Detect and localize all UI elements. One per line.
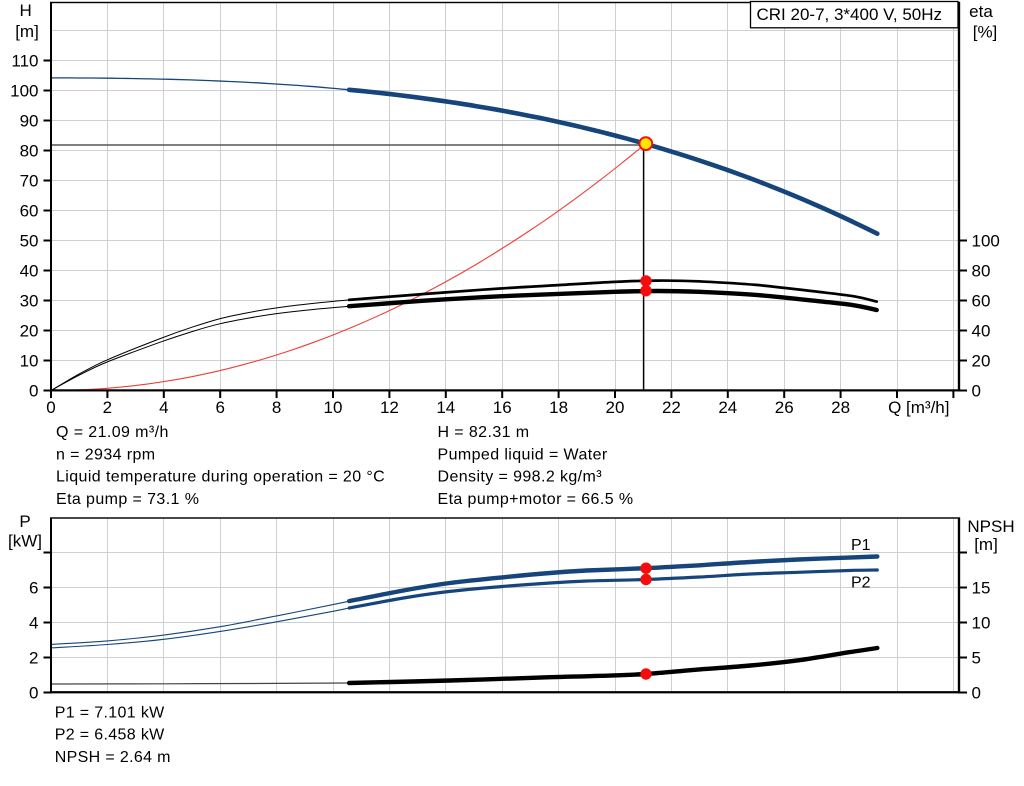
svg-text:24: 24 <box>718 398 737 417</box>
svg-text:6: 6 <box>29 579 38 598</box>
svg-text:Q = 21.09 m³/h: Q = 21.09 m³/h <box>56 424 169 441</box>
svg-text:0: 0 <box>29 382 38 401</box>
svg-text:80: 80 <box>972 262 991 281</box>
svg-text:NPSH = 2.64 m: NPSH = 2.64 m <box>55 749 171 766</box>
svg-text:40: 40 <box>972 322 991 341</box>
svg-text:0: 0 <box>972 382 981 401</box>
svg-text:10: 10 <box>20 352 39 371</box>
svg-text:18: 18 <box>549 398 568 417</box>
svg-text:Q [m³/h]: Q [m³/h] <box>888 398 949 417</box>
svg-text:70: 70 <box>20 172 39 191</box>
svg-text:Eta pump+motor = 66.5 %: Eta pump+motor = 66.5 % <box>438 491 634 508</box>
svg-text:H = 82.31 m: H = 82.31 m <box>438 424 530 441</box>
svg-text:20: 20 <box>20 322 39 341</box>
svg-text:20: 20 <box>972 352 991 371</box>
svg-text:30: 30 <box>20 292 39 311</box>
svg-text:15: 15 <box>972 579 991 598</box>
svg-text:[m]: [m] <box>974 535 998 554</box>
svg-text:0: 0 <box>972 684 981 703</box>
svg-text:110: 110 <box>11 52 38 71</box>
svg-text:P2 = 6.458 kW: P2 = 6.458 kW <box>55 727 165 744</box>
svg-text:20: 20 <box>606 398 625 417</box>
svg-text:40: 40 <box>20 262 39 281</box>
svg-text:P1 = 7.101 kW: P1 = 7.101 kW <box>55 705 165 722</box>
svg-text:4: 4 <box>159 398 168 417</box>
svg-text:n = 2934 rpm: n = 2934 rpm <box>56 446 156 463</box>
svg-text:10: 10 <box>324 398 343 417</box>
svg-text:50: 50 <box>20 232 39 251</box>
svg-text:0: 0 <box>29 684 38 703</box>
svg-text:Pumped liquid = Water: Pumped liquid = Water <box>438 446 608 463</box>
svg-text:100: 100 <box>972 232 1000 251</box>
svg-text:[%]: [%] <box>973 23 998 42</box>
svg-text:2: 2 <box>29 649 38 668</box>
svg-text:14: 14 <box>436 398 455 417</box>
svg-text:[m]: [m] <box>15 22 39 41</box>
svg-text:4: 4 <box>29 614 38 633</box>
svg-text:2: 2 <box>103 398 112 417</box>
svg-text:CRI 20-7, 3*400 V, 50Hz: CRI 20-7, 3*400 V, 50Hz <box>757 5 943 24</box>
svg-text:Density = 998.2 kg/m³: Density = 998.2 kg/m³ <box>438 469 603 486</box>
svg-text:Liquid temperature during oper: Liquid temperature during operation = 20… <box>56 469 385 486</box>
svg-text:60: 60 <box>972 292 991 311</box>
svg-text:22: 22 <box>662 398 681 417</box>
svg-text:60: 60 <box>20 202 39 221</box>
svg-text:H: H <box>19 1 31 20</box>
svg-text:28: 28 <box>831 398 850 417</box>
svg-text:NPSH: NPSH <box>967 517 1014 536</box>
svg-text:10: 10 <box>972 614 991 633</box>
svg-text:100: 100 <box>10 82 38 101</box>
svg-text:P2: P2 <box>851 575 871 592</box>
svg-text:90: 90 <box>20 112 39 131</box>
svg-text:80: 80 <box>20 142 39 161</box>
svg-text:6: 6 <box>215 398 224 417</box>
svg-text:16: 16 <box>493 398 512 417</box>
svg-text:26: 26 <box>775 398 794 417</box>
svg-text:8: 8 <box>272 398 281 417</box>
svg-text:12: 12 <box>380 398 399 417</box>
svg-text:[kW]: [kW] <box>8 532 42 551</box>
svg-text:P: P <box>19 512 30 531</box>
svg-text:P1: P1 <box>851 537 871 554</box>
svg-text:0: 0 <box>46 398 55 417</box>
svg-text:eta: eta <box>969 2 993 21</box>
svg-text:5: 5 <box>972 649 981 668</box>
svg-text:Eta pump = 73.1 %: Eta pump = 73.1 % <box>56 491 199 508</box>
